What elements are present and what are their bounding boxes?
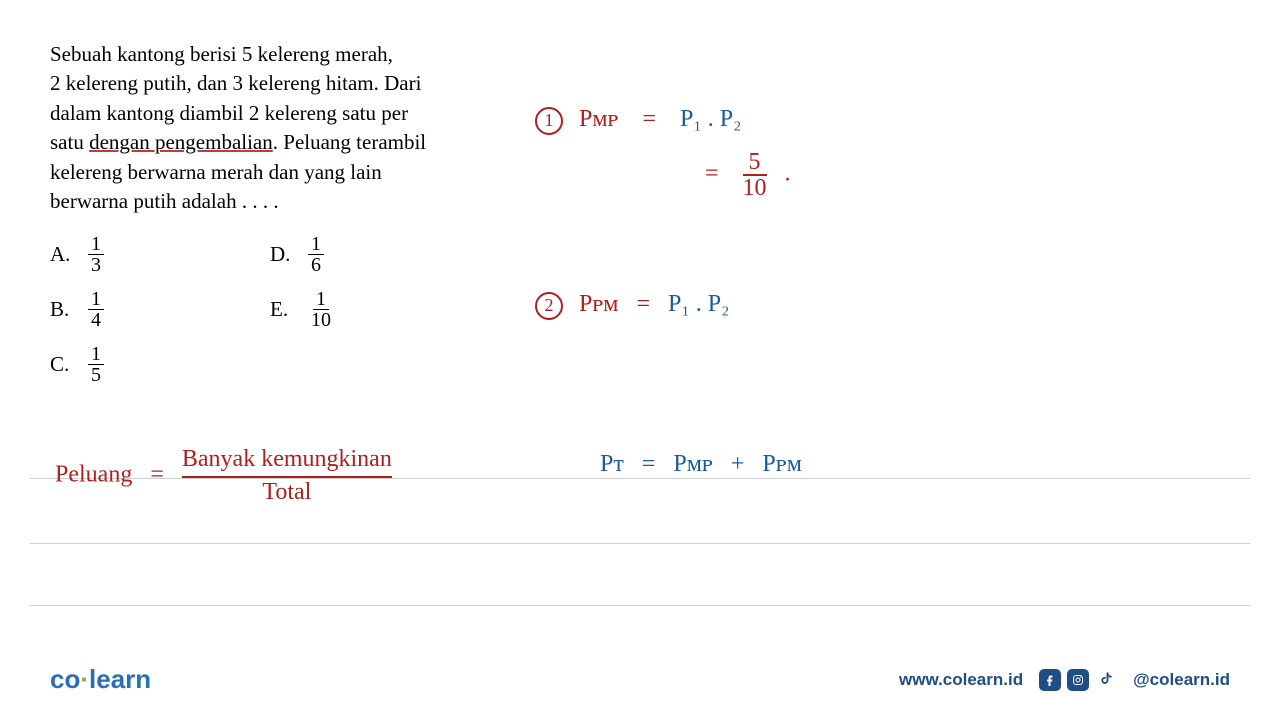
question-line: Sebuah kantong berisi 5 kelereng merah, <box>50 42 393 66</box>
hw-text: Pᴘᴍ <box>762 451 801 477</box>
hw-text: + <box>731 451 745 477</box>
option-label: C. <box>50 352 76 377</box>
hw-text: = <box>636 291 650 317</box>
option-label: D. <box>270 242 296 267</box>
hw-text: P₁ . P₂ <box>680 106 741 132</box>
footer-handle: @colearn.id <box>1133 670 1230 690</box>
option-d: D. 1 6 <box>270 234 490 275</box>
hw-text: Peluang <box>55 461 132 487</box>
facebook-icon <box>1039 669 1061 691</box>
option-label: A. <box>50 242 76 267</box>
hw-step1: 1 Pᴍᴘ = P₁ . P₂ <box>535 105 741 135</box>
social-icons <box>1039 669 1117 691</box>
hw-text: Pᴍᴘ <box>579 106 618 132</box>
step-number-icon: 2 <box>535 292 563 320</box>
hw-fraction-den: Total <box>262 478 311 507</box>
instagram-icon <box>1067 669 1089 691</box>
hw-text: = <box>705 161 719 187</box>
step-number-icon: 1 <box>535 107 563 135</box>
option-label: E. <box>270 297 296 322</box>
question-line: kelereng berwarna merah dan yang lain <box>50 160 382 184</box>
fraction: 1 10 <box>308 289 334 330</box>
fraction: 1 6 <box>308 234 324 275</box>
question-text: Sebuah kantong berisi 5 kelereng merah, … <box>50 40 480 216</box>
hw-text: P₁ . P₂ <box>668 291 729 317</box>
option-a: A. 1 3 <box>50 234 270 275</box>
question-line: 2 kelereng putih, dan 3 kelereng hitam. … <box>50 71 421 95</box>
question-line: berwarna putih adalah . . . . <box>50 189 279 213</box>
fraction: 1 5 <box>88 344 104 385</box>
logo-dot-icon: · <box>80 664 89 694</box>
hw-step1-line2: = 5 10 . <box>705 150 791 200</box>
hw-pt: Pᴛ = Pᴍᴘ + Pᴘᴍ <box>600 450 802 479</box>
footer-right: www.colearn.id @colearn.id <box>899 669 1230 691</box>
option-c: C. 1 5 <box>50 344 270 385</box>
question-line: dalam kantong diambil 2 kelereng satu pe… <box>50 101 408 125</box>
hw-text: = <box>150 461 164 487</box>
hw-text: = <box>642 451 656 477</box>
option-b: B. 1 4 <box>50 289 270 330</box>
footer-url: www.colearn.id <box>899 670 1023 690</box>
hw-fraction-num: Banyak kemungkinan <box>182 445 392 478</box>
hw-text: = <box>642 106 656 132</box>
question-underline: dengan pengembalian <box>89 130 273 154</box>
hw-text: Pᴛ <box>600 451 624 477</box>
logo-co: co <box>50 664 80 694</box>
rule-line <box>30 543 1250 544</box>
option-e: E. 1 10 <box>270 289 490 330</box>
hw-text: Pᴘᴍ <box>579 291 618 317</box>
hw-text: Pᴍᴘ <box>673 451 712 477</box>
rule-line <box>30 605 1250 606</box>
question-line: . Peluang terambil <box>273 130 426 154</box>
footer: co·learn www.colearn.id @colearn.id <box>50 664 1230 695</box>
hw-step2: 2 Pᴘᴍ = P₁ . P₂ <box>535 290 729 320</box>
hw-text: . <box>785 161 791 187</box>
hw-peluang: Peluang = Banyak kemungkinan Total <box>55 445 392 507</box>
question-line: satu <box>50 130 89 154</box>
logo-learn: learn <box>89 664 151 694</box>
fraction: 1 4 <box>88 289 104 330</box>
brand-logo: co·learn <box>50 664 151 695</box>
fraction: 1 3 <box>88 234 104 275</box>
option-label: B. <box>50 297 76 322</box>
tiktok-icon <box>1095 669 1117 691</box>
hw-fraction: 5 10 <box>737 150 773 200</box>
